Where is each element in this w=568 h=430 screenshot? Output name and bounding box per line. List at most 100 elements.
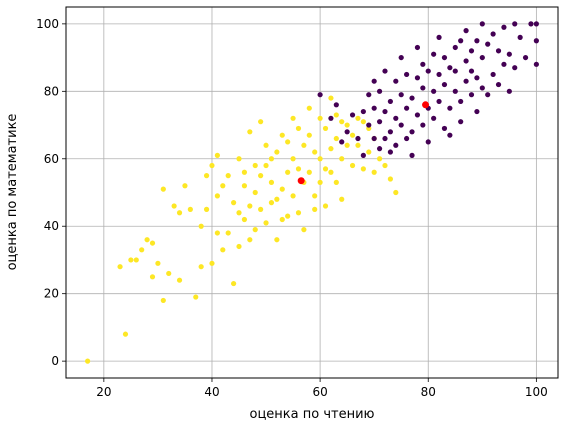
data-point	[420, 85, 426, 91]
data-point	[241, 169, 248, 175]
data-point	[431, 115, 437, 121]
data-point	[322, 203, 329, 209]
y-tick-label: 40	[44, 219, 59, 233]
data-point	[506, 88, 512, 94]
data-point	[247, 237, 253, 243]
data-point	[522, 54, 529, 61]
data-point	[431, 88, 437, 94]
data-point	[193, 294, 199, 300]
data-point	[344, 122, 350, 128]
data-point	[263, 142, 269, 148]
data-point	[252, 189, 258, 196]
y-tick-label: 100	[36, 17, 59, 31]
data-point	[393, 142, 399, 148]
centroid-points	[297, 101, 430, 185]
data-point	[349, 112, 356, 118]
data-point	[247, 203, 253, 209]
data-point	[495, 48, 502, 54]
data-point	[366, 122, 372, 128]
y-tick-label: 60	[44, 152, 59, 166]
data-point	[533, 38, 539, 44]
data-point	[501, 24, 507, 30]
data-point	[360, 152, 366, 158]
data-point	[122, 331, 129, 337]
data-point	[128, 257, 134, 263]
data-point	[258, 206, 264, 212]
data-point	[290, 193, 296, 199]
data-point	[349, 162, 356, 169]
data-point	[360, 119, 366, 125]
data-point	[160, 186, 166, 192]
data-point	[279, 216, 285, 223]
data-point	[409, 129, 415, 135]
data-point	[382, 135, 388, 142]
data-point	[436, 71, 442, 78]
data-point	[328, 95, 334, 101]
data-point	[414, 75, 421, 81]
data-point	[528, 21, 534, 27]
data-point	[468, 48, 475, 54]
data-point	[463, 28, 469, 34]
data-point	[474, 75, 480, 81]
data-point	[447, 132, 453, 138]
data-point	[160, 297, 166, 304]
data-point	[366, 149, 372, 155]
y-tick-label: 80	[44, 84, 59, 98]
data-point	[490, 71, 496, 78]
data-point	[404, 105, 410, 111]
data-point	[268, 179, 275, 185]
data-point	[333, 112, 339, 118]
data-point	[447, 65, 453, 71]
x-axis-ticks: 20 40 60 80 100	[96, 378, 548, 399]
data-point	[344, 129, 350, 135]
data-point	[317, 115, 323, 121]
data-point	[479, 21, 485, 27]
data-point	[236, 210, 242, 216]
data-point	[366, 92, 372, 98]
data-point	[328, 146, 334, 152]
data-point	[387, 98, 393, 105]
data-point	[225, 173, 231, 179]
data-point	[171, 203, 177, 209]
data-point	[317, 92, 323, 98]
data-point	[317, 179, 323, 185]
data-point	[371, 105, 377, 111]
data-point	[382, 108, 388, 115]
data-point	[371, 169, 377, 175]
data-point	[328, 115, 334, 121]
data-point	[404, 135, 410, 142]
data-point	[220, 247, 226, 253]
data-point	[149, 240, 156, 246]
data-point	[387, 149, 393, 155]
data-point	[512, 65, 518, 71]
data-point	[409, 95, 415, 101]
data-point	[458, 98, 464, 105]
data-point	[376, 156, 383, 162]
data-point	[425, 68, 431, 74]
data-point	[225, 230, 231, 236]
data-point	[414, 44, 421, 51]
data-point	[344, 142, 350, 148]
data-point	[479, 54, 485, 61]
data-point	[458, 38, 464, 44]
data-point	[312, 149, 318, 155]
data-point	[355, 115, 361, 121]
data-point	[436, 34, 442, 40]
data-point	[398, 92, 404, 98]
data-point	[252, 162, 258, 169]
data-point	[198, 264, 204, 270]
data-points	[85, 21, 539, 364]
data-point	[441, 125, 448, 132]
data-point	[258, 173, 264, 179]
data-point	[382, 68, 388, 74]
data-point	[409, 152, 415, 158]
data-point	[203, 206, 210, 212]
data-point	[117, 264, 123, 270]
data-point	[182, 183, 188, 189]
centroid-point	[422, 101, 430, 109]
x-tick-label: 100	[525, 385, 548, 399]
data-point	[371, 78, 377, 84]
data-point	[209, 162, 215, 169]
data-point	[290, 115, 296, 121]
